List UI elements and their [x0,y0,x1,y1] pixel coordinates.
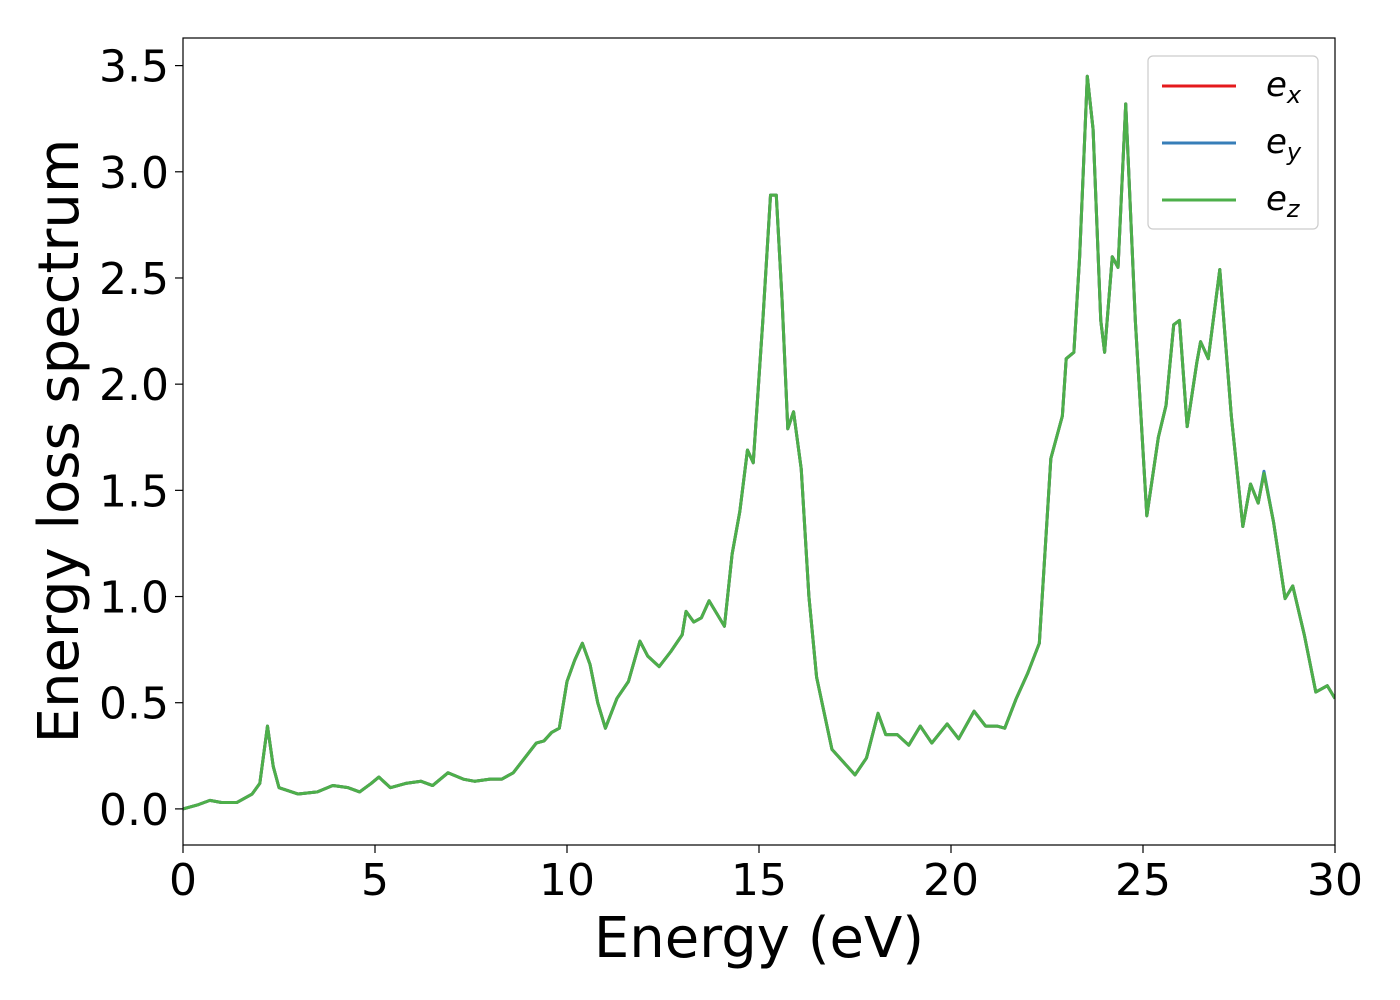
x-tick-label: 0 [169,855,197,906]
legend-label: ez [1266,179,1301,224]
y-tick-label: 2.5 [99,254,169,305]
x-axis-label: Energy (eV) [594,906,924,971]
x-tick-label: 15 [731,855,787,906]
y-tick-label: 1.5 [99,466,169,517]
y-tick-label: 3.0 [99,148,169,199]
x-tick-label: 10 [539,855,595,906]
y-tick-label: 0.5 [99,679,169,730]
y-axis-label: Energy loss spectrum [27,139,92,744]
x-tick-label: 25 [1115,855,1171,906]
legend-label: ey [1266,122,1302,167]
x-tick-label: 20 [923,855,979,906]
series-line [183,74,1335,811]
x-tick-label: 5 [361,855,389,906]
y-tick-label: 0.0 [99,785,169,836]
y-tick-label: 3.5 [99,42,169,93]
x-tick-label: 30 [1307,855,1363,906]
plot-frame [182,37,1336,846]
y-tick-label: 1.0 [99,573,169,624]
y-tick-label: 2.0 [99,360,169,411]
legend-label: ex [1266,65,1302,110]
